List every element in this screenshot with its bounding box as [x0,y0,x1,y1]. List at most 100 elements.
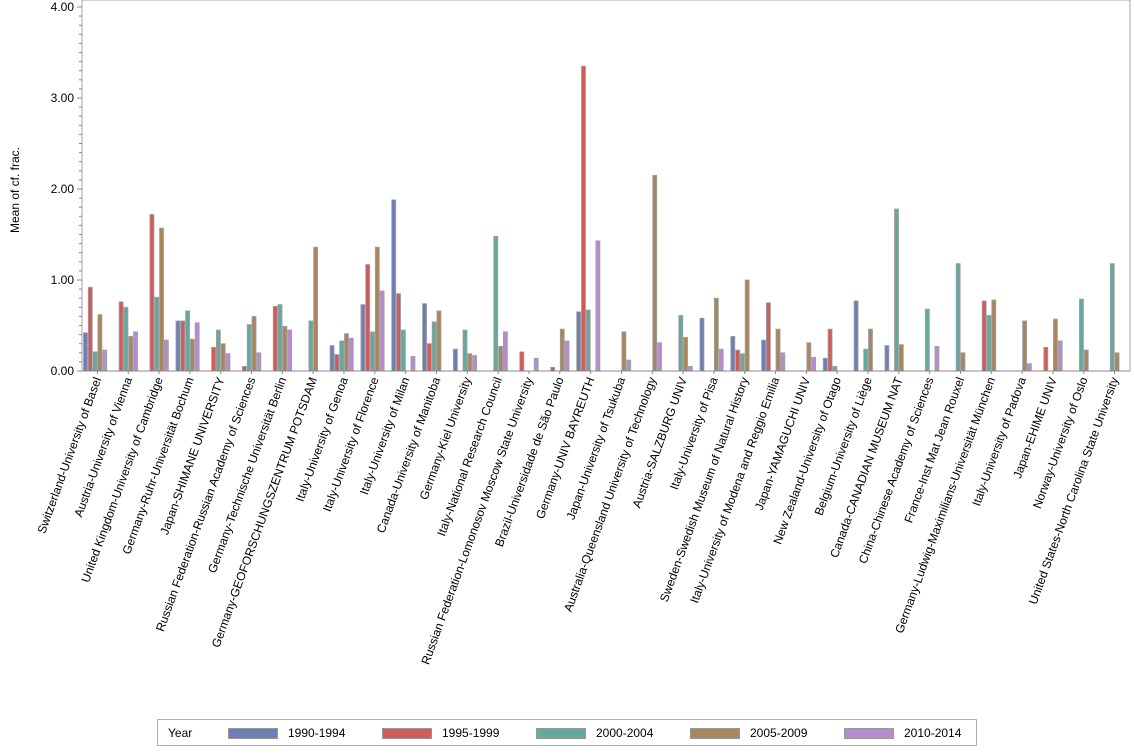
bar-2000-2004-33 [1109,263,1115,372]
bar-2005-2009-1 [128,336,134,372]
bar-2005-2009-3 [189,338,195,372]
bar-1995-1999-0 [87,286,93,372]
legend-label: 2010-2014 [904,726,962,740]
bar-2000-2004-10 [400,329,406,372]
legend-swatch [382,727,432,739]
bar-2005-2009-0 [97,314,103,372]
plot-frame [81,0,1131,372]
bar-2005-2009-23 [806,342,812,372]
bar-1995-1999-3 [180,320,186,372]
legend-item: 2010-2014 [844,726,961,740]
bar-2000-2004-16 [585,309,591,372]
bar-2005-2009-9 [374,246,380,372]
y-tick-label: 1.00 [51,273,75,287]
bar-2005-2009-7 [313,246,319,372]
bar-2010-2014-3 [194,322,200,372]
bar-1995-1999-10 [396,293,401,372]
legend-swatch [844,727,894,739]
bar-2000-2004-4 [215,329,221,372]
bar-2000-2004-1 [123,306,129,372]
bar-2010-2014-16 [595,240,601,372]
legend-item: 2005-2009 [690,726,807,740]
bar-2000-2004-28 [955,263,961,372]
bar-1995-1999-11 [426,343,432,372]
bar-1995-1999-14 [519,351,525,372]
bar-2010-2014-20 [718,348,724,372]
bar-2005-2009-11 [436,310,442,372]
bar-2000-2004-0 [92,351,98,372]
bar-1995-1999-8 [334,354,340,372]
bar-2000-2004-2 [154,296,160,372]
bar-2010-2014-5 [256,352,262,372]
bar-1990-1994-10 [391,199,397,372]
bar-2000-2004-27 [924,308,930,372]
bar-1995-1999-5 [242,366,247,372]
bar-1990-1994-9 [360,304,366,372]
bar-1990-1994-0 [83,332,88,372]
legend: Year 1990-1994 1995-1999 2000-2004 2005-200… [157,719,977,746]
legend-label: 2000-2004 [596,726,654,740]
bar-2010-2014-2 [163,339,169,372]
bar-2000-2004-13 [493,235,499,372]
bar-2010-2014-18 [657,342,662,372]
bar-1990-1994-22 [761,339,767,372]
bar-2000-2004-26 [894,208,899,372]
bar-2005-2009-6 [282,326,288,372]
bar-2000-2004-11 [431,321,437,372]
bar-2010-2014-22 [780,352,786,372]
legend-title: Year [168,726,193,740]
bar-2000-2004-5 [246,324,252,372]
bar-2005-2009-5 [251,315,257,372]
bar-2000-2004-12 [462,329,468,372]
bar-1995-1999-31 [1043,346,1049,372]
bar-2010-2014-0 [102,349,108,372]
bar-1995-1999-4 [211,346,216,372]
bar-2005-2009-13 [498,346,504,372]
bar-2005-2009-15 [559,328,565,372]
bar-2005-2009-18 [652,174,658,372]
bar-2010-2014-13 [503,331,508,372]
bar-2000-2004-24 [832,366,838,372]
bar-1995-1999-1 [118,301,124,372]
legend-swatch [536,727,586,739]
bar-2000-2004-21 [739,353,745,372]
bar-1990-1994-16 [576,311,582,372]
bar-2010-2014-4 [225,353,231,372]
bar-2005-2009-8 [344,333,349,372]
bar-1990-1994-3 [175,320,181,372]
bar-2005-2009-21 [744,279,750,372]
bar-2010-2014-10 [410,356,416,372]
bar-2010-2014-14 [533,357,539,372]
bar-1990-1994-24 [822,357,828,372]
bar-1995-1999-21 [735,349,740,372]
bar-2005-2009-25 [868,328,873,372]
y-tick-label: 3.00 [51,91,75,105]
bar-1995-1999-29 [981,300,987,372]
bar-2005-2009-29 [991,299,997,372]
bar-2010-2014-9 [379,290,385,372]
bar-2000-2004-8 [339,340,345,372]
bar-2000-2004-25 [863,348,869,372]
bar-2005-2009-4 [220,343,226,372]
bar-2010-2014-12 [472,355,477,372]
bar-2010-2014-19 [687,366,693,372]
bar-2010-2014-17 [626,359,632,372]
bar-1995-1999-6 [272,305,278,372]
bar-2010-2014-1 [133,331,138,372]
bar-2005-2009-31 [1053,318,1058,372]
bar-2010-2014-27 [934,346,940,372]
bar-2005-2009-22 [775,328,781,372]
bar-2005-2009-20 [713,297,719,372]
bar-1990-1994-20 [699,317,705,372]
bar-2000-2004-3 [185,310,190,372]
bar-2010-2014-8 [348,337,354,372]
bar-2000-2004-9 [370,331,375,372]
legend-swatch [228,727,278,739]
bar-1990-1994-26 [884,345,890,372]
legend-item: 2000-2004 [536,726,653,740]
bar-2005-2009-28 [960,352,966,372]
legend-swatch [690,727,740,739]
bar-2005-2009-17 [621,331,627,372]
legend-label: 2005-2009 [750,726,808,740]
bar-1990-1994-21 [730,336,736,372]
